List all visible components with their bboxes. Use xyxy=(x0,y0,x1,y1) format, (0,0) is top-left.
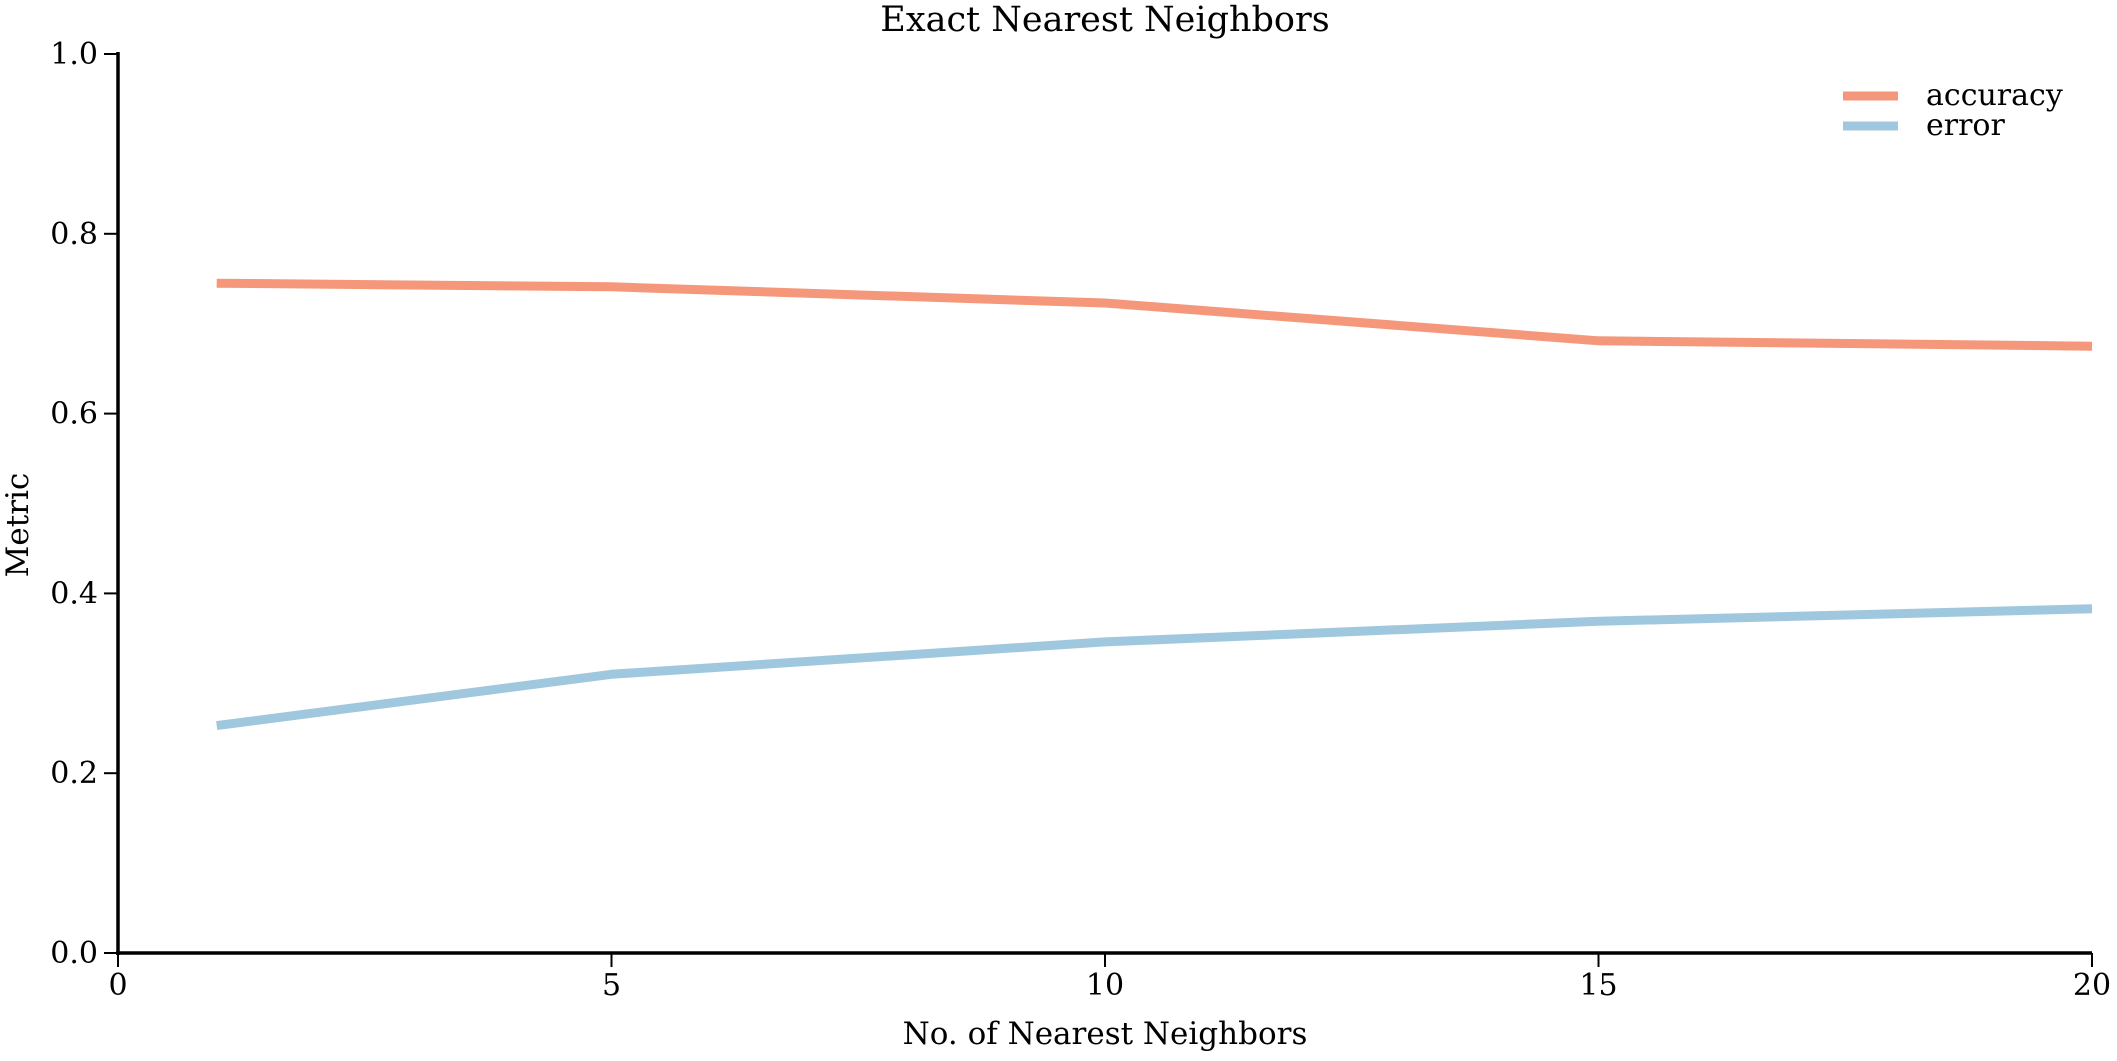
y-axis-label: Metric xyxy=(0,473,36,578)
ticks: 0.0 0.2 0.4 0.6 0.8 1.0 0 5 10 15 20 xyxy=(50,37,2111,1003)
y-tick-label: 0.4 xyxy=(50,576,98,611)
series-line-accuracy xyxy=(216,278,2093,351)
x-tick-label: 0 xyxy=(108,968,127,1003)
series-line-error xyxy=(216,604,2093,731)
legend-label-accuracy: accuracy xyxy=(1926,78,2063,113)
chart-title: Exact Nearest Neighbors xyxy=(880,0,1329,40)
x-tick-label: 5 xyxy=(602,968,621,1003)
series-group xyxy=(216,278,2093,731)
y-tick-label: 0.0 xyxy=(50,936,98,971)
x-tick-label: 20 xyxy=(2073,968,2111,1003)
x-tick-label: 10 xyxy=(1086,968,1124,1003)
y-tick-label: 1.0 xyxy=(50,37,98,72)
y-tick-label: 0.8 xyxy=(50,217,98,252)
y-tick-label: 0.6 xyxy=(50,397,98,432)
x-tick-label: 15 xyxy=(1579,968,1617,1003)
axes xyxy=(116,52,2092,955)
legend-label-error: error xyxy=(1926,108,2005,143)
y-tick-label: 0.2 xyxy=(50,756,98,791)
x-axis-label: No. of Nearest Neighbors xyxy=(903,1016,1308,1052)
